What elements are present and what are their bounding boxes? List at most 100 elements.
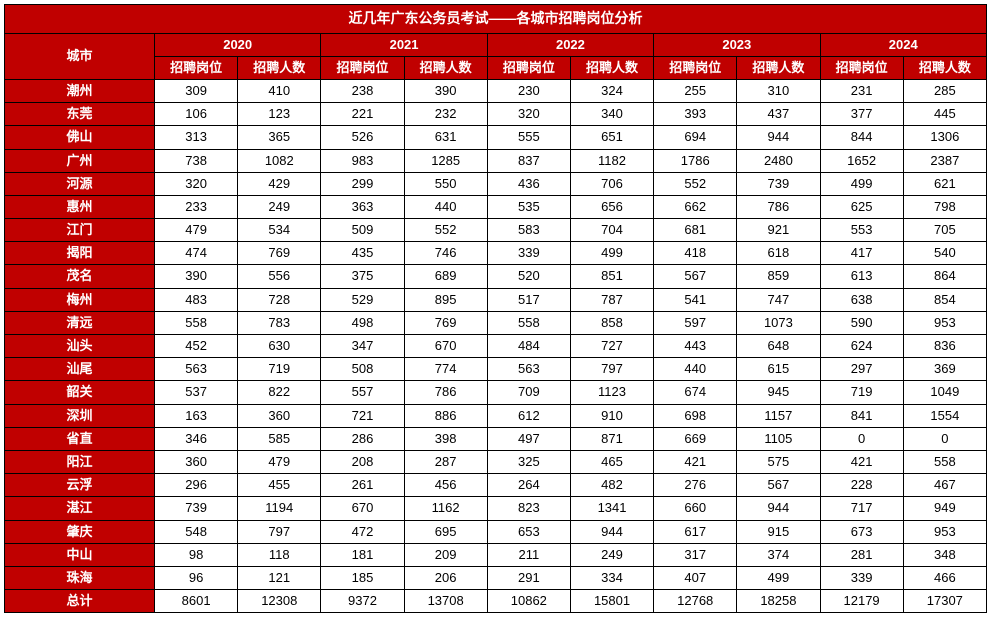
data-cell: 797 bbox=[238, 520, 321, 543]
data-cell: 557 bbox=[321, 381, 404, 404]
header-year-2021: 2021 bbox=[321, 33, 487, 56]
data-cell: 264 bbox=[487, 474, 570, 497]
data-cell: 1341 bbox=[570, 497, 653, 520]
data-cell: 443 bbox=[654, 335, 737, 358]
data-cell: 499 bbox=[570, 242, 653, 265]
row-city-label: 珠海 bbox=[5, 566, 155, 589]
data-cell: 12768 bbox=[654, 590, 737, 613]
sub-positions: 招聘岗位 bbox=[654, 56, 737, 79]
data-cell: 944 bbox=[737, 126, 820, 149]
data-cell: 575 bbox=[737, 450, 820, 473]
data-cell: 674 bbox=[654, 381, 737, 404]
data-cell: 746 bbox=[404, 242, 487, 265]
data-cell: 232 bbox=[404, 103, 487, 126]
data-cell: 208 bbox=[321, 450, 404, 473]
row-city-label: 阳江 bbox=[5, 450, 155, 473]
table-row: 珠海96121185206291334407499339466 bbox=[5, 566, 987, 589]
data-cell: 841 bbox=[820, 404, 903, 427]
data-cell: 9372 bbox=[321, 590, 404, 613]
data-cell: 163 bbox=[155, 404, 238, 427]
data-cell: 231 bbox=[820, 79, 903, 102]
row-city-label: 广州 bbox=[5, 149, 155, 172]
table-row: 汕头452630347670484727443648624836 bbox=[5, 335, 987, 358]
data-cell: 1123 bbox=[570, 381, 653, 404]
data-cell: 695 bbox=[404, 520, 487, 543]
table-row: 潮州309410238390230324255310231285 bbox=[5, 79, 987, 102]
data-cell: 822 bbox=[238, 381, 321, 404]
data-cell: 398 bbox=[404, 427, 487, 450]
data-cell: 497 bbox=[487, 427, 570, 450]
data-cell: 467 bbox=[903, 474, 986, 497]
data-cell: 407 bbox=[654, 566, 737, 589]
sub-people: 招聘人数 bbox=[570, 56, 653, 79]
data-cell: 435 bbox=[321, 242, 404, 265]
data-cell: 209 bbox=[404, 543, 487, 566]
data-cell: 1082 bbox=[238, 149, 321, 172]
table-row: 清远5587834987695588585971073590953 bbox=[5, 311, 987, 334]
data-cell: 1194 bbox=[238, 497, 321, 520]
data-cell: 983 bbox=[321, 149, 404, 172]
data-cell: 615 bbox=[737, 358, 820, 381]
data-cell: 445 bbox=[903, 103, 986, 126]
data-cell: 797 bbox=[570, 358, 653, 381]
data-cell: 910 bbox=[570, 404, 653, 427]
data-cell: 706 bbox=[570, 172, 653, 195]
row-city-label: 潮州 bbox=[5, 79, 155, 102]
data-cell: 949 bbox=[903, 497, 986, 520]
data-cell: 498 bbox=[321, 311, 404, 334]
recruitment-table: 近几年广东公务员考试——各城市招聘岗位分析 城市 2020 2021 2022 … bbox=[4, 4, 987, 613]
data-cell: 421 bbox=[654, 450, 737, 473]
data-cell: 393 bbox=[654, 103, 737, 126]
data-cell: 854 bbox=[903, 288, 986, 311]
row-city-label: 韶关 bbox=[5, 381, 155, 404]
data-cell: 638 bbox=[820, 288, 903, 311]
data-cell: 499 bbox=[820, 172, 903, 195]
table-row: 东莞106123221232320340393437377445 bbox=[5, 103, 987, 126]
data-cell: 529 bbox=[321, 288, 404, 311]
row-city-label: 湛江 bbox=[5, 497, 155, 520]
data-cell: 1162 bbox=[404, 497, 487, 520]
data-cell: 287 bbox=[404, 450, 487, 473]
data-cell: 953 bbox=[903, 311, 986, 334]
row-city-label: 茂名 bbox=[5, 265, 155, 288]
data-cell: 864 bbox=[903, 265, 986, 288]
row-city-label: 江门 bbox=[5, 219, 155, 242]
data-cell: 2480 bbox=[737, 149, 820, 172]
data-cell: 721 bbox=[321, 404, 404, 427]
data-cell: 1105 bbox=[737, 427, 820, 450]
data-cell: 630 bbox=[238, 335, 321, 358]
data-cell: 0 bbox=[903, 427, 986, 450]
data-cell: 535 bbox=[487, 195, 570, 218]
row-city-label: 东莞 bbox=[5, 103, 155, 126]
data-cell: 625 bbox=[820, 195, 903, 218]
data-cell: 249 bbox=[570, 543, 653, 566]
row-city-label: 肇庆 bbox=[5, 520, 155, 543]
data-cell: 360 bbox=[155, 450, 238, 473]
data-cell: 418 bbox=[654, 242, 737, 265]
sub-positions: 招聘岗位 bbox=[820, 56, 903, 79]
data-cell: 921 bbox=[737, 219, 820, 242]
data-cell: 540 bbox=[903, 242, 986, 265]
data-cell: 17307 bbox=[903, 590, 986, 613]
data-cell: 228 bbox=[820, 474, 903, 497]
data-cell: 689 bbox=[404, 265, 487, 288]
data-cell: 705 bbox=[903, 219, 986, 242]
data-cell: 1786 bbox=[654, 149, 737, 172]
data-cell: 558 bbox=[487, 311, 570, 334]
data-cell: 181 bbox=[321, 543, 404, 566]
row-city-label: 中山 bbox=[5, 543, 155, 566]
data-cell: 440 bbox=[404, 195, 487, 218]
header-year-2020: 2020 bbox=[155, 33, 321, 56]
sub-people: 招聘人数 bbox=[737, 56, 820, 79]
data-cell: 255 bbox=[654, 79, 737, 102]
data-cell: 541 bbox=[654, 288, 737, 311]
data-cell: 858 bbox=[570, 311, 653, 334]
data-cell: 12308 bbox=[238, 590, 321, 613]
data-cell: 286 bbox=[321, 427, 404, 450]
sub-people: 招聘人数 bbox=[238, 56, 321, 79]
data-cell: 823 bbox=[487, 497, 570, 520]
data-cell: 621 bbox=[903, 172, 986, 195]
data-cell: 953 bbox=[903, 520, 986, 543]
data-cell: 774 bbox=[404, 358, 487, 381]
table-row: 河源320429299550436706552739499621 bbox=[5, 172, 987, 195]
